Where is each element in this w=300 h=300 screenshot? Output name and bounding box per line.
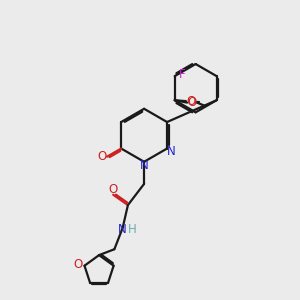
Text: F: F bbox=[179, 68, 185, 81]
Text: H: H bbox=[128, 223, 136, 236]
Text: N: N bbox=[118, 223, 127, 236]
Text: O: O bbox=[97, 150, 106, 163]
Text: N: N bbox=[140, 159, 148, 172]
Text: O: O bbox=[109, 183, 118, 196]
Text: O: O bbox=[186, 95, 196, 108]
Text: O: O bbox=[74, 258, 82, 271]
Text: N: N bbox=[167, 145, 176, 158]
Text: O: O bbox=[188, 95, 197, 109]
